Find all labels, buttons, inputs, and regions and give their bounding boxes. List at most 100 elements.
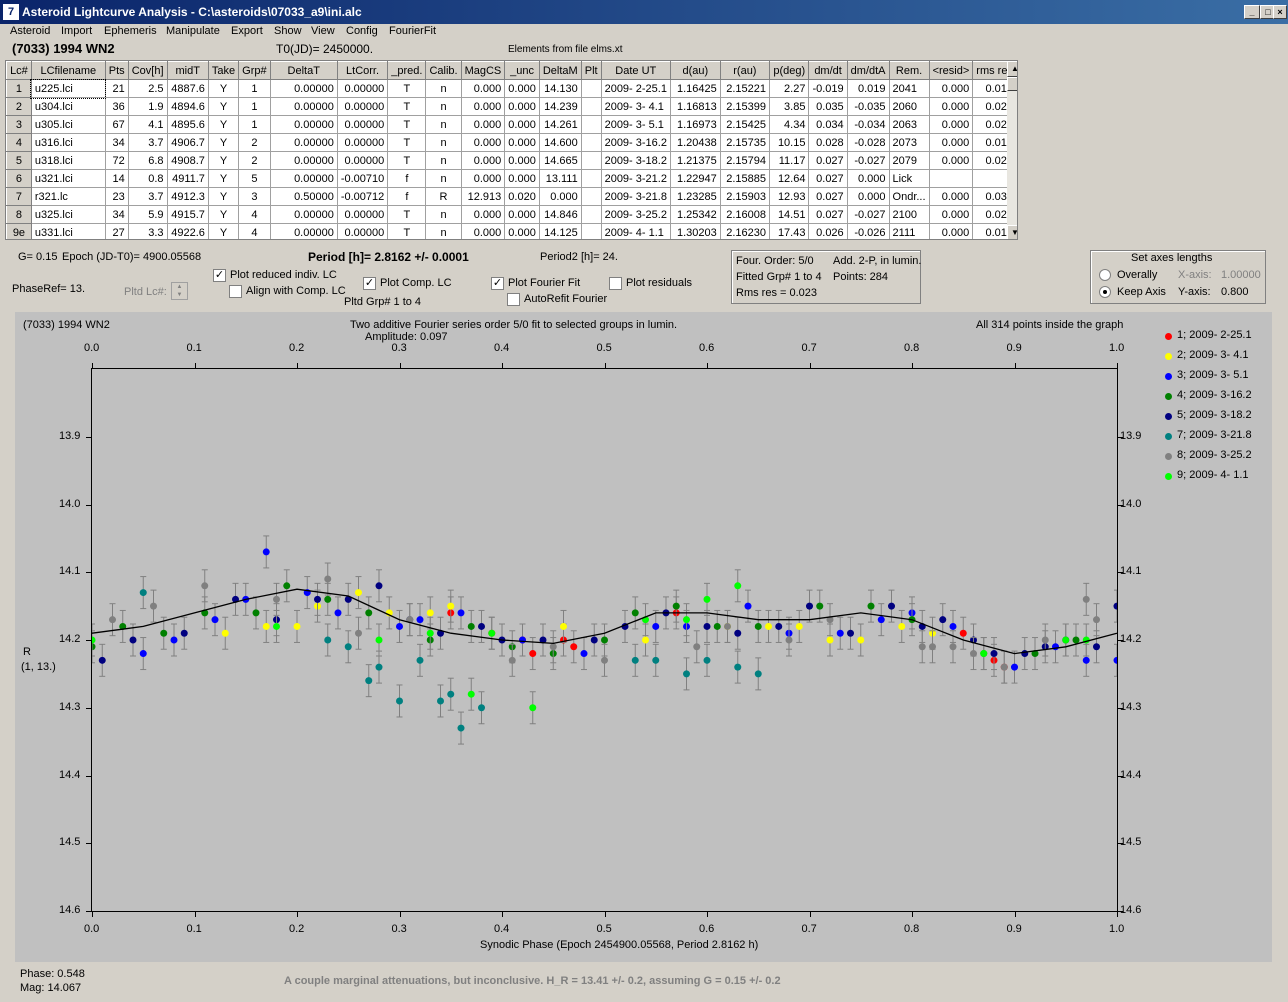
table-cell[interactable]: u304.lci xyxy=(30,97,106,116)
table-cell[interactable]: 2041 xyxy=(888,79,930,98)
overally-radio[interactable] xyxy=(1099,269,1111,281)
data-point[interactable] xyxy=(867,602,875,610)
data-point[interactable] xyxy=(1031,650,1039,658)
table-cell[interactable]: 2.27 xyxy=(768,79,810,98)
data-point[interactable] xyxy=(324,636,332,644)
data-point[interactable] xyxy=(754,622,762,630)
data-point[interactable] xyxy=(724,622,731,630)
table-cell[interactable]: 14.51 xyxy=(768,205,810,224)
table-cell[interactable]: 0.00000 xyxy=(336,223,389,239)
table-cell[interactable] xyxy=(580,187,602,206)
menu-fourierfit[interactable]: FourierFit xyxy=(389,25,437,37)
table-cell[interactable]: 2.15903 xyxy=(719,187,770,206)
menu-import[interactable]: Import xyxy=(61,25,93,37)
table-cell[interactable]: 0.00000 xyxy=(336,97,389,116)
column-header[interactable]: LtCorr. xyxy=(336,61,389,80)
table-cell[interactable]: 0.000 xyxy=(928,79,974,98)
column-header[interactable]: MagCS xyxy=(460,61,506,80)
data-point[interactable] xyxy=(580,650,588,658)
table-cell[interactable]: 1 xyxy=(238,97,271,116)
keep-axis-radio[interactable] xyxy=(1099,286,1111,298)
align-comp-checkbox[interactable] xyxy=(229,285,242,298)
table-cell[interactable]: 2.15425 xyxy=(719,115,770,134)
data-point[interactable] xyxy=(437,697,444,705)
data-point[interactable] xyxy=(426,609,434,617)
data-point[interactable] xyxy=(416,656,424,664)
data-point[interactable] xyxy=(344,595,352,603)
table-cell[interactable]: 12.93 xyxy=(768,187,810,206)
table-cell[interactable]: 0.026 xyxy=(808,223,848,239)
table-cell[interactable]: 12.913 xyxy=(460,187,506,206)
data-point[interactable] xyxy=(949,643,957,651)
data-point[interactable] xyxy=(375,582,383,590)
table-cell[interactable]: 4 xyxy=(238,223,271,239)
scroll-up-icon[interactable]: ▲ xyxy=(1007,61,1017,77)
table-cell[interactable]: 0.000 xyxy=(460,169,506,188)
data-point[interactable] xyxy=(549,643,557,651)
table-cell[interactable]: 0.027 xyxy=(808,169,848,188)
table-cell[interactable]: 2009- 3-18.2 xyxy=(600,151,671,170)
table-cell[interactable]: 0.027 xyxy=(808,187,848,206)
data-point[interactable] xyxy=(703,656,711,664)
table-cell[interactable]: f xyxy=(387,187,427,206)
data-point[interactable] xyxy=(816,602,824,610)
table-cell[interactable]: 1.21375 xyxy=(669,151,721,170)
table-cell[interactable]: 1.20438 xyxy=(669,133,721,152)
data-point[interactable] xyxy=(949,622,957,630)
data-point[interactable] xyxy=(683,616,690,624)
table-cell[interactable]: Y xyxy=(207,169,240,188)
x-axis-value[interactable]: 1.00000 xyxy=(1221,269,1261,281)
table-cell[interactable]: n xyxy=(425,205,462,224)
table-cell[interactable]: 0.028 xyxy=(808,133,848,152)
table-cell[interactable]: Y xyxy=(207,97,240,116)
table-cell[interactable]: 4915.7 xyxy=(166,205,209,224)
data-point[interactable] xyxy=(139,650,147,658)
data-point[interactable] xyxy=(1082,656,1090,664)
table-cell[interactable]: 0.000 xyxy=(504,205,540,224)
table-cell[interactable]: T xyxy=(387,205,427,224)
data-point[interactable] xyxy=(324,575,332,583)
table-cell[interactable]: -0.027 xyxy=(846,205,890,224)
table-cell[interactable]: -0.019 xyxy=(808,79,848,98)
data-point[interactable] xyxy=(150,602,157,610)
table-cell[interactable]: 0.000 xyxy=(928,205,974,224)
data-point[interactable] xyxy=(365,609,373,617)
autorefit-checkbox[interactable] xyxy=(507,293,520,306)
data-point[interactable] xyxy=(355,589,362,597)
plot-fourier-checkbox[interactable]: ✓ xyxy=(491,277,504,290)
table-cell[interactable]: 2.16230 xyxy=(719,223,770,239)
table-cell[interactable]: 34 xyxy=(104,205,129,224)
table-cell[interactable]: -0.00712 xyxy=(336,187,389,206)
column-header[interactable]: midT xyxy=(166,61,209,80)
table-row[interactable]: 7 r321.lc 23 3.7 4912.3 Y 3 0.50000 -0.00712 f R 12… xyxy=(6,187,1017,206)
column-header[interactable]: LCfilename xyxy=(30,61,106,80)
data-point[interactable] xyxy=(88,643,96,651)
data-point[interactable] xyxy=(88,636,96,644)
data-point[interactable] xyxy=(180,629,188,637)
table-cell[interactable]: T xyxy=(387,223,427,239)
row-number[interactable]: 5 xyxy=(6,151,32,170)
table-cell[interactable]: 1.30203 xyxy=(669,223,721,239)
table-cell[interactable]: 0.50000 xyxy=(269,187,338,206)
data-point[interactable] xyxy=(529,704,537,712)
table-cell[interactable]: 2.15794 xyxy=(719,151,770,170)
data-point[interactable] xyxy=(293,622,301,630)
data-point[interactable] xyxy=(631,609,639,617)
data-point[interactable] xyxy=(785,636,793,644)
table-cell[interactable]: -0.00710 xyxy=(336,169,389,188)
table-cell[interactable]: T xyxy=(387,97,427,116)
table-cell[interactable]: T xyxy=(387,115,427,134)
table-cell[interactable]: 0.019 xyxy=(846,79,890,98)
table-cell[interactable]: 0.00000 xyxy=(269,97,338,116)
data-point[interactable] xyxy=(744,602,752,610)
column-header[interactable]: Date UT xyxy=(600,61,671,80)
data-point[interactable] xyxy=(262,622,270,630)
data-point[interactable] xyxy=(795,622,803,630)
table-cell[interactable]: 4.1 xyxy=(127,115,168,134)
table-cell[interactable]: 2.15885 xyxy=(719,169,770,188)
table-cell[interactable] xyxy=(580,133,602,152)
column-header[interactable]: Grp# xyxy=(238,61,271,80)
